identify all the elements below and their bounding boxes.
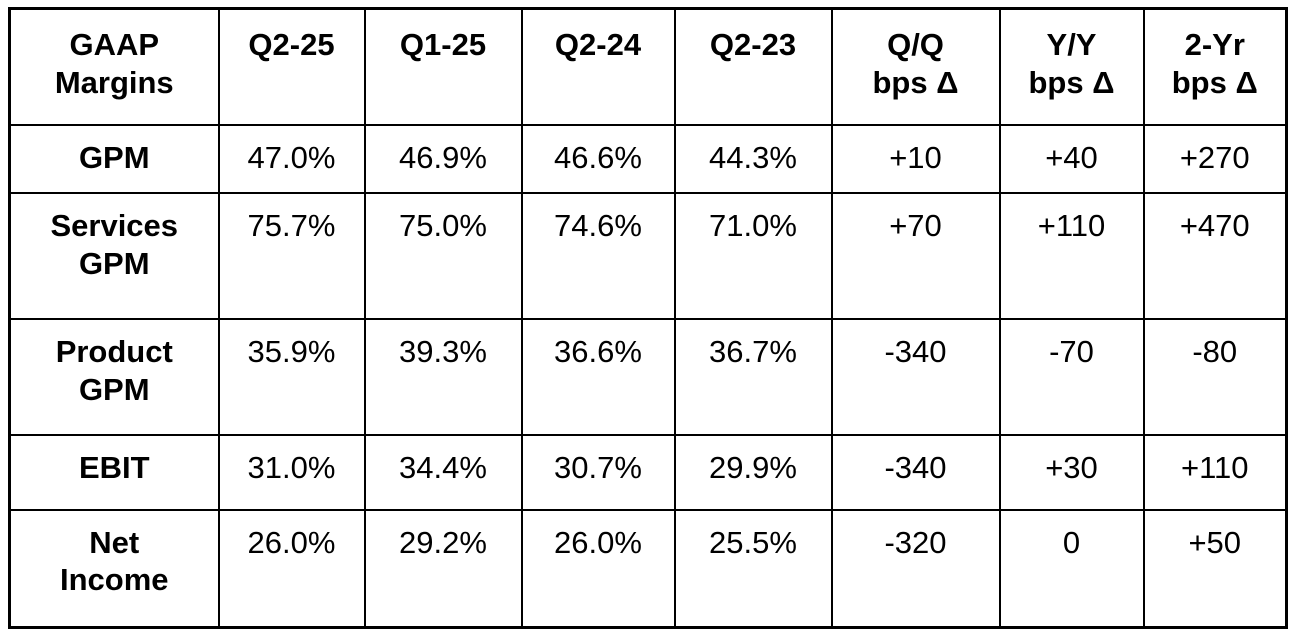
- row-label-gpm: GPM: [8, 124, 220, 194]
- cell-gpm-2yr: +270: [1142, 124, 1288, 194]
- column-header-q1-25: Q1-25: [363, 7, 523, 127]
- cell-ebit-q1-25: 34.4%: [363, 433, 523, 511]
- column-header-q2-25: Q2-25: [217, 7, 366, 127]
- cell-net-q2-24: 26.0%: [520, 508, 676, 629]
- cell-ebit-qq: -340: [830, 433, 1001, 511]
- table-row-product-gpm: Product GPM 35.9% 39.3% 36.6% 36.7% -340…: [8, 318, 1288, 436]
- cell-gpm-q1-25: 46.9%: [363, 124, 523, 194]
- cell-ebit-q2-23: 29.9%: [673, 433, 833, 511]
- cell-gpm-yy: +40: [998, 124, 1145, 194]
- cell-net-yy: 0: [998, 508, 1145, 629]
- cell-product-q2-25: 35.9%: [217, 318, 366, 436]
- table-row-gpm: GPM 47.0% 46.9% 46.6% 44.3% +10 +40 +270: [8, 124, 1288, 194]
- cell-gpm-q2-23: 44.3%: [673, 124, 833, 194]
- row-label-net-income: Net Income: [8, 508, 220, 629]
- cell-gpm-q2-24: 46.6%: [520, 124, 676, 194]
- cell-net-q2-23: 25.5%: [673, 508, 833, 629]
- column-header-qq-bps-delta: Q/Q bps Δ: [830, 7, 1001, 127]
- cell-services-yy: +110: [998, 191, 1145, 321]
- column-header-q2-24: Q2-24: [520, 7, 676, 127]
- row-label-ebit: EBIT: [8, 433, 220, 511]
- cell-product-qq: -340: [830, 318, 1001, 436]
- cell-services-q2-23: 71.0%: [673, 191, 833, 321]
- row-label-product-gpm: Product GPM: [8, 318, 220, 436]
- cell-net-qq: -320: [830, 508, 1001, 629]
- header-row: GAAP Margins Q2-25 Q1-25 Q2-24 Q2-23 Q/Q…: [8, 7, 1288, 127]
- cell-net-q1-25: 29.2%: [363, 508, 523, 629]
- column-header-yy-bps-delta: Y/Y bps Δ: [998, 7, 1145, 127]
- cell-product-2yr: -80: [1142, 318, 1288, 436]
- table-row-net-income: Net Income 26.0% 29.2% 26.0% 25.5% -320 …: [8, 508, 1288, 629]
- cell-gpm-q2-25: 47.0%: [217, 124, 366, 194]
- cell-ebit-q2-24: 30.7%: [520, 433, 676, 511]
- column-header-q2-23: Q2-23: [673, 7, 833, 127]
- cell-services-q2-25: 75.7%: [217, 191, 366, 321]
- cell-services-2yr: +470: [1142, 191, 1288, 321]
- column-header-2yr-bps-delta: 2-Yr bps Δ: [1142, 7, 1288, 127]
- cell-ebit-2yr: +110: [1142, 433, 1288, 511]
- column-header-gaap-margins: GAAP Margins: [8, 7, 220, 127]
- cell-ebit-yy: +30: [998, 433, 1145, 511]
- table-row-services-gpm: Services GPM 75.7% 75.0% 74.6% 71.0% +70…: [8, 191, 1288, 321]
- cell-ebit-q2-25: 31.0%: [217, 433, 366, 511]
- cell-product-q2-24: 36.6%: [520, 318, 676, 436]
- cell-product-yy: -70: [998, 318, 1145, 436]
- cell-product-q2-23: 36.7%: [673, 318, 833, 436]
- cell-services-q2-24: 74.6%: [520, 191, 676, 321]
- cell-gpm-qq: +10: [830, 124, 1001, 194]
- cell-net-2yr: +50: [1142, 508, 1288, 629]
- table-row-ebit: EBIT 31.0% 34.4% 30.7% 29.9% -340 +30 +1…: [8, 433, 1288, 511]
- gaap-margins-table: GAAP Margins Q2-25 Q1-25 Q2-24 Q2-23 Q/Q…: [8, 7, 1288, 629]
- cell-services-qq: +70: [830, 191, 1001, 321]
- cell-services-q1-25: 75.0%: [363, 191, 523, 321]
- cell-product-q1-25: 39.3%: [363, 318, 523, 436]
- row-label-services-gpm: Services GPM: [8, 191, 220, 321]
- cell-net-q2-25: 26.0%: [217, 508, 366, 629]
